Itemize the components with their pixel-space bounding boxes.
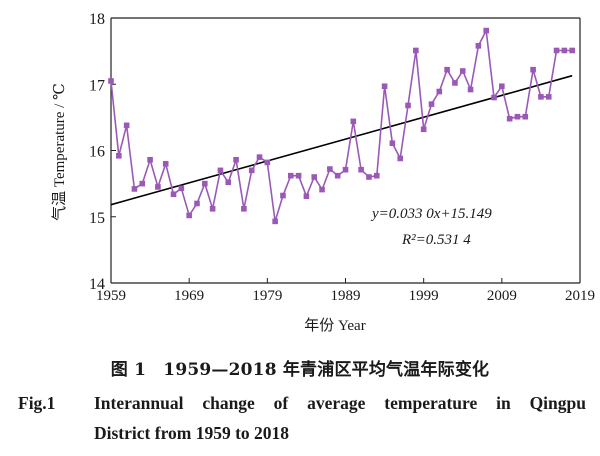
data-point [561, 47, 568, 54]
x-tick-label: 1989 [331, 288, 361, 304]
data-point [397, 155, 404, 162]
data-point [264, 159, 271, 166]
data-point [475, 43, 482, 49]
data-point [303, 193, 310, 200]
data-point [342, 166, 349, 173]
data-point [295, 172, 302, 179]
data-point [147, 156, 153, 163]
figure-number: Fig.1 [18, 393, 56, 413]
data-point [506, 115, 513, 122]
data-point [499, 83, 505, 90]
data-point [170, 191, 177, 198]
data-point [389, 140, 396, 147]
data-point [186, 212, 192, 219]
data-point [241, 206, 247, 212]
x-tick-label: 1969 [174, 288, 204, 304]
data-point [334, 172, 341, 179]
y-tick-label: 18 [89, 11, 105, 28]
data-point [311, 174, 318, 180]
data-point [131, 186, 138, 192]
data-point [178, 185, 185, 192]
data-point [225, 179, 232, 186]
data-point [350, 118, 357, 125]
data-point [248, 167, 255, 174]
data-point [420, 126, 427, 133]
data-point [405, 102, 411, 109]
data-point [514, 113, 521, 120]
data-point [139, 180, 146, 187]
x-tick-label: 1979 [252, 288, 282, 304]
regression-equation: y=0.033 0x+15.149 [370, 206, 492, 222]
data-point [538, 94, 544, 100]
data-point [436, 88, 443, 95]
data-point [491, 94, 497, 101]
data-point [545, 94, 552, 100]
y-tick-label: 16 [89, 144, 105, 161]
y-axis: 14 15 16 17 18 [89, 11, 116, 293]
data-point [272, 218, 278, 225]
plot-frame [110, 17, 581, 284]
x-axis: 1959 1969 1979 1989 1999 2009 2019 [96, 278, 595, 304]
data-point [327, 166, 333, 172]
x-tick-label: 2009 [487, 288, 517, 304]
series-line [110, 27, 573, 222]
data-point [256, 154, 263, 160]
y-tick-label: 17 [89, 77, 105, 94]
data-point [108, 78, 114, 84]
x-tick-label: 1959 [96, 288, 126, 304]
figure-caption-chinese: 图 1 1959—2018 年青浦区平均气温年际变化 [110, 360, 490, 380]
data-point [381, 83, 388, 90]
data-point [217, 167, 224, 174]
r-squared-label: R²=0.531 4 [401, 232, 471, 248]
y-tick-label: 14 [89, 276, 105, 293]
data-point [569, 47, 575, 54]
data-point [459, 68, 466, 74]
data-point [155, 184, 161, 190]
data-point [202, 180, 208, 187]
series-layer [108, 27, 575, 225]
data-point [123, 122, 130, 129]
data-point [162, 160, 169, 167]
data-point [530, 66, 536, 73]
data-point [287, 172, 294, 179]
data-point [280, 192, 286, 199]
data-point [194, 200, 200, 207]
caption-line-2: District from 1959 to 2018 [94, 423, 290, 443]
data-point [553, 47, 560, 54]
data-point [483, 27, 489, 34]
trend-line [110, 74, 573, 206]
x-axis-title: 年份 Year [304, 317, 365, 334]
data-point [428, 101, 435, 107]
data-point [233, 156, 239, 163]
data-point [522, 113, 529, 120]
data-point [467, 86, 474, 93]
trend-line-layer [110, 74, 573, 206]
data-point [413, 47, 419, 54]
data-point [373, 172, 380, 179]
data-point [366, 174, 372, 180]
caption-line-1: Interannual change of average temperatur… [94, 393, 586, 413]
y-axis-title: 气温 Temperature / ℃ [51, 83, 68, 221]
y-tick-label: 15 [89, 210, 105, 227]
data-point [452, 80, 458, 86]
data-point [319, 186, 325, 193]
x-tick-label: 2019 [565, 288, 595, 304]
x-tick-label: 1999 [409, 288, 439, 304]
data-point [116, 153, 122, 159]
data-point [209, 206, 216, 212]
data-point [444, 66, 450, 73]
data-point [358, 166, 364, 173]
